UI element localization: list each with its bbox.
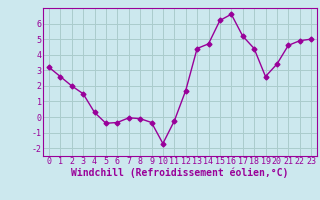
X-axis label: Windchill (Refroidissement éolien,°C): Windchill (Refroidissement éolien,°C): [71, 168, 289, 178]
